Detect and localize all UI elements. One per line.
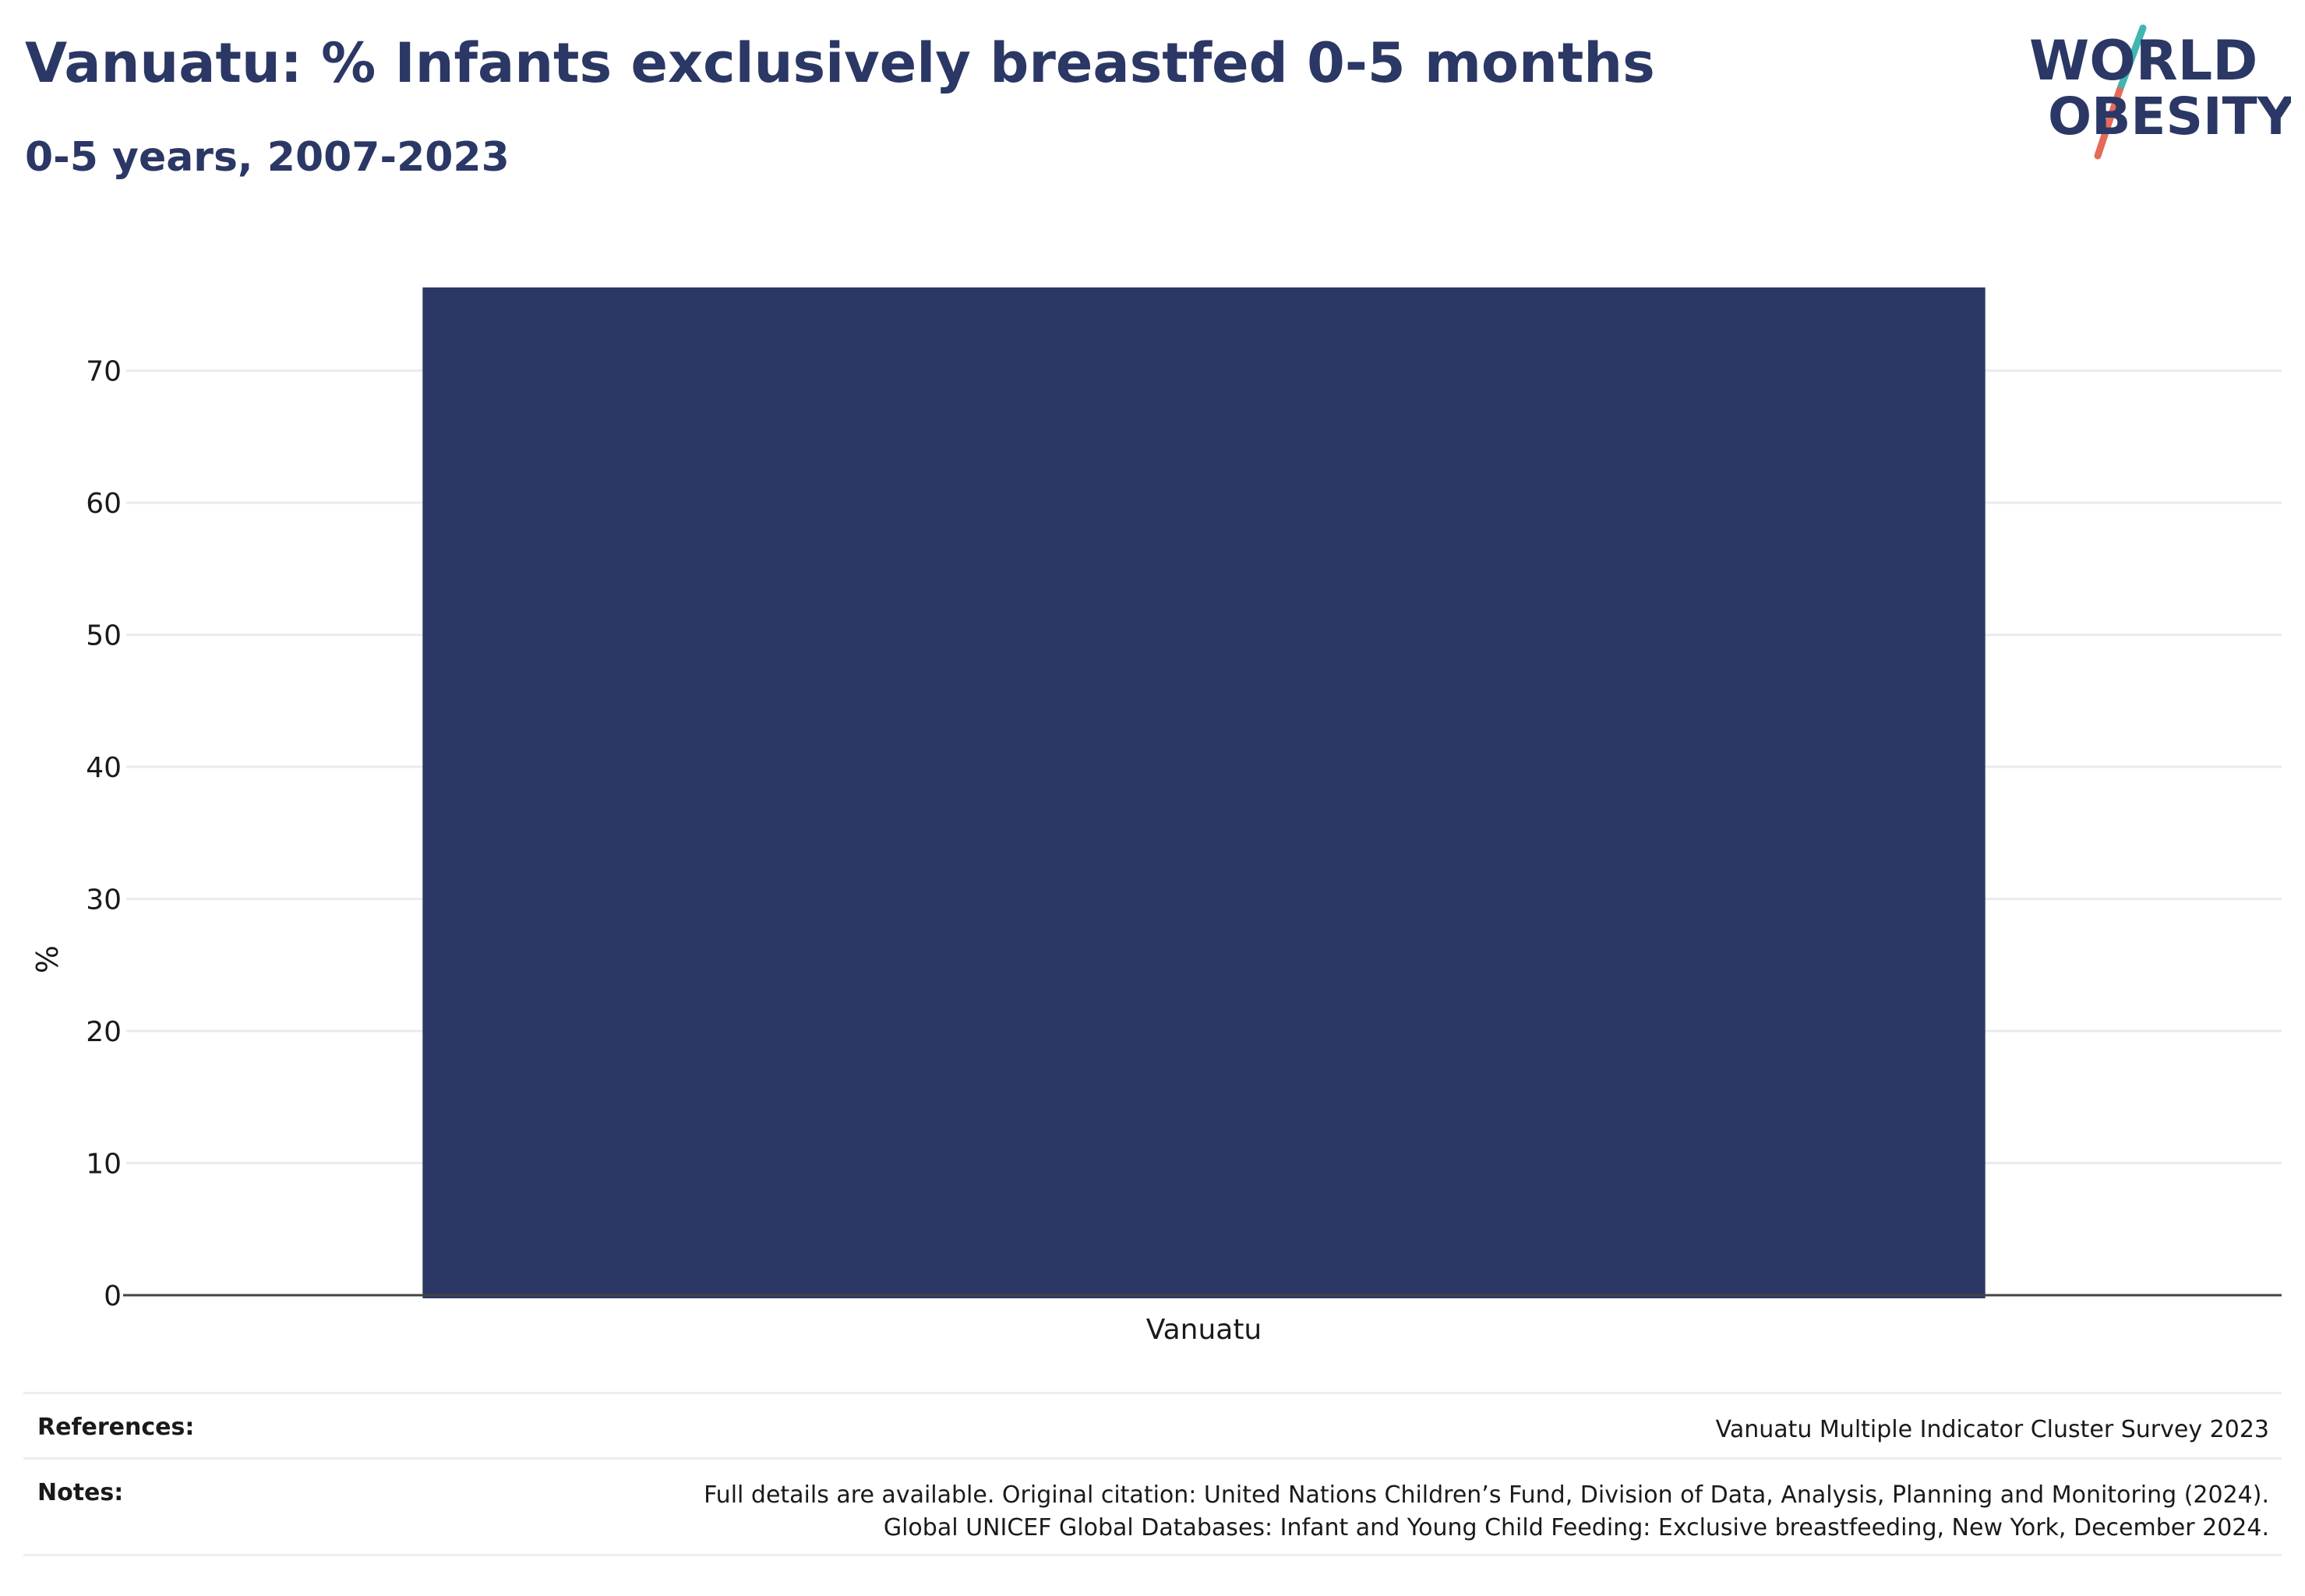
footer-divider-middle [23, 1457, 2282, 1460]
x-tick-label: Vanuatu [1146, 1314, 1262, 1340]
bar-chart: 0 10 20 30 40 50 60 70 Vanuatu % [30, 287, 2282, 1340]
references-label: References: [37, 1414, 195, 1441]
y-tick-labels: 0 10 20 30 40 50 60 70 [86, 356, 122, 1312]
y-tick-label: 60 [86, 488, 122, 520]
x-tick-labels: Vanuatu [1146, 1314, 1262, 1340]
bars [422, 287, 1986, 1299]
y-axis-title: % [30, 945, 65, 973]
bar-vanuatu [422, 287, 1986, 1299]
logo-word-obesity: OBESITY [2048, 87, 2291, 147]
logo-word-world: WORLD [2029, 29, 2257, 93]
logo-slash-bottom [2094, 87, 2123, 160]
logo-slash-top [2116, 24, 2147, 94]
notes-label: Notes: [37, 1479, 124, 1506]
notes-text: Full details are available. Original cit… [704, 1479, 2282, 1545]
notes-line-1: Full details are available. Original cit… [704, 1481, 2269, 1509]
y-tick-label: 30 [86, 885, 122, 916]
y-tick-label: 10 [86, 1149, 122, 1181]
y-tick-label: 0 [104, 1280, 122, 1312]
footer-divider-top [23, 1392, 2282, 1394]
references-row: References: Vanuatu Multiple Indicator C… [23, 1414, 2282, 1446]
y-tick-label: 40 [86, 752, 122, 784]
notes-line-2: Global UNICEF Global Databases: Infant a… [883, 1514, 2269, 1541]
world-obesity-logo: WORLD OBESITY [2029, 24, 2291, 160]
y-tick-label: 20 [86, 1016, 122, 1048]
y-tick-label: 70 [86, 356, 122, 388]
chart-subtitle: 0-5 years, 2007-2023 [25, 134, 510, 181]
footer-divider-bottom [23, 1554, 2282, 1556]
chart-title: Vanuatu: % Infants exclusively breastfed… [25, 31, 1655, 95]
references-value: Vanuatu Multiple Indicator Cluster Surve… [1715, 1416, 2269, 1443]
y-tick-label: 50 [86, 620, 122, 652]
notes-row: Notes: Full details are available. Origi… [23, 1479, 2282, 1545]
